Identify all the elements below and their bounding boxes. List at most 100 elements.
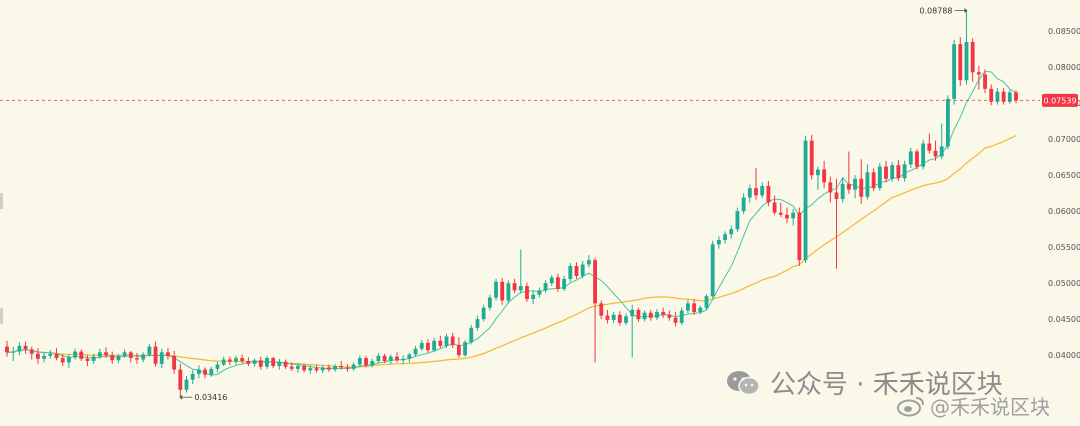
candle-body (630, 309, 635, 317)
candle-body (333, 366, 337, 370)
candle (989, 84, 994, 106)
candle (846, 151, 851, 194)
candle-body (370, 360, 375, 366)
candle (110, 351, 115, 364)
candle-body (599, 303, 604, 316)
candle-body (574, 265, 579, 276)
candle (865, 164, 870, 200)
candle-body (859, 178, 864, 197)
candle (54, 348, 59, 361)
candle (475, 315, 480, 331)
candle (227, 356, 232, 366)
candle-body (933, 150, 938, 157)
ma-slow-line (6, 134, 1017, 369)
candle (747, 184, 752, 203)
candle-body (945, 98, 950, 147)
candle (401, 355, 406, 364)
candle-body (531, 294, 536, 300)
candle (871, 168, 876, 192)
candle (778, 202, 783, 217)
candle (958, 36, 963, 86)
candle-body (481, 307, 486, 320)
candle (178, 363, 183, 397)
candle-body (463, 342, 467, 356)
candle (5, 340, 9, 357)
candle (203, 367, 208, 379)
candle (153, 341, 158, 367)
candle-body (673, 317, 678, 323)
candle (141, 352, 146, 363)
candle-body (902, 164, 907, 179)
candle (308, 365, 313, 374)
candle (853, 175, 857, 199)
candle (754, 168, 758, 200)
candle-body (723, 234, 727, 240)
candle-body (797, 212, 802, 261)
candle-body (376, 355, 381, 361)
candle-body (710, 244, 715, 297)
candle (370, 358, 375, 368)
candle (562, 276, 567, 292)
candle (36, 348, 40, 364)
candle (481, 304, 486, 322)
candle (549, 275, 554, 287)
candle (692, 299, 697, 315)
wechat-logo-icon (727, 370, 760, 395)
candle (791, 209, 796, 226)
candle (314, 364, 319, 373)
candle-body (85, 358, 90, 361)
candle-body (525, 286, 529, 300)
candle-body (760, 186, 765, 196)
candle (147, 343, 152, 357)
candle (382, 353, 387, 364)
candle-body (395, 356, 399, 361)
candle (735, 207, 740, 233)
candle-body (896, 165, 901, 179)
candle-body (364, 358, 368, 366)
candle-body (308, 368, 313, 371)
candle-body (42, 355, 47, 359)
candle (605, 309, 610, 324)
candle (915, 149, 919, 170)
candle (116, 353, 121, 364)
high-label: 0.08788 (919, 6, 952, 15)
candle-body (66, 357, 71, 363)
candle-body (438, 340, 443, 346)
candle-body (593, 260, 597, 304)
candle-body (865, 172, 870, 197)
candle-body (116, 355, 121, 361)
candle-body (921, 143, 926, 167)
ma-fast-line (6, 70, 1017, 376)
candle (543, 280, 548, 293)
candle (333, 363, 337, 372)
candle (500, 278, 505, 305)
candle (624, 313, 628, 325)
candle-body (778, 212, 783, 215)
candle (1014, 90, 1018, 104)
candle-body (190, 373, 195, 380)
candle (617, 311, 622, 326)
y-tick-label: 0.08000 (1048, 63, 1080, 72)
candle (29, 346, 34, 360)
candle-body (624, 316, 628, 323)
candle-body (17, 345, 22, 352)
candle-body (265, 358, 269, 367)
candle (908, 147, 913, 168)
candle-body (494, 281, 498, 298)
candle-body (686, 303, 690, 311)
candle (809, 134, 814, 180)
candle (246, 357, 251, 366)
candle (388, 354, 393, 364)
candle (407, 353, 412, 363)
candle-body (512, 283, 517, 291)
candle (221, 356, 226, 366)
candle (351, 362, 356, 372)
candle-body (772, 202, 777, 213)
candle-body (357, 358, 362, 365)
candle-body (289, 366, 294, 369)
candle (326, 364, 331, 372)
candle-body (444, 336, 449, 346)
candle-body (302, 366, 307, 371)
candle-body (877, 166, 882, 189)
